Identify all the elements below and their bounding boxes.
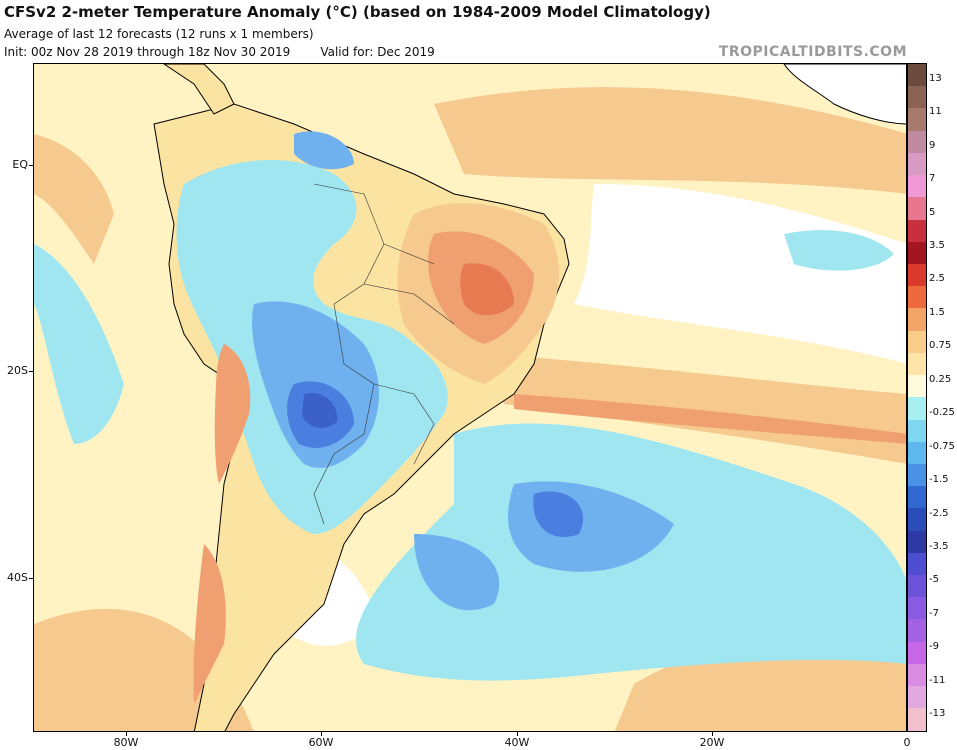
- lon-label-20w: 20W: [699, 736, 725, 749]
- neutral-atlantic-north: [574, 184, 906, 364]
- warm-band-north: [434, 87, 906, 194]
- colorbar-segment: [908, 375, 926, 398]
- colorbar-segment: [908, 597, 926, 620]
- lon-tick-40w: [517, 731, 518, 736]
- map-title: CFSv2 2-meter Temperature Anomaly (°C) (…: [4, 3, 711, 21]
- lon-label-40w: 40W: [504, 736, 530, 749]
- colorbar-label: -0.25: [929, 407, 955, 419]
- colorbar-segment: [908, 441, 926, 464]
- colorbar-segment: [908, 397, 926, 420]
- lat-label-40s: 40S: [7, 571, 28, 584]
- colorbar-segment: [908, 619, 926, 642]
- lon-tick-20w: [712, 731, 713, 736]
- colorbar-label: -7: [929, 607, 939, 619]
- init-line: Init: 00z Nov 28 2019 through 18z Nov 30…: [4, 45, 435, 59]
- lat-tick-eq: [29, 165, 34, 166]
- colorbar-label: 2.5: [929, 273, 945, 285]
- warm-patch-pacific-north: [34, 134, 114, 264]
- colorbar-label: 3.5: [929, 239, 945, 251]
- colorbar-segment: [908, 575, 926, 598]
- colorbar-label: 13: [929, 72, 942, 84]
- cold-pacific-west: [34, 244, 124, 444]
- lat-tick-20s: [29, 371, 34, 372]
- colorbar-label: -11: [929, 674, 946, 686]
- colorbar-label: -5: [929, 574, 939, 586]
- warm-brazil-core: [460, 263, 514, 316]
- colorbar-label: 11: [929, 106, 942, 118]
- colorbar-segment: [908, 108, 926, 131]
- africa-coast: [783, 64, 906, 125]
- map-canvas: [34, 64, 906, 731]
- colorbar-label: 1.5: [929, 306, 945, 318]
- colorbar-segment: [908, 641, 926, 664]
- colorbar-label: 5: [929, 206, 936, 218]
- colorbar-segment: [908, 508, 926, 531]
- colorbar-segment: [908, 486, 926, 509]
- colorbar-segment: [908, 175, 926, 198]
- lon-tick-80w: [126, 731, 127, 736]
- cold-continent-center: [302, 393, 338, 428]
- colorbar-label: -3.5: [929, 541, 949, 553]
- colorbar-segment: [908, 86, 926, 109]
- lon-label-80w: 80W: [113, 736, 139, 749]
- cold-atlantic-center: [533, 491, 583, 538]
- cold-amazon-north: [294, 131, 354, 170]
- lat-tick-40s: [29, 578, 34, 579]
- colorbar-label: -2.5: [929, 507, 949, 519]
- valid-period: Valid for: Dec 2019: [320, 45, 435, 59]
- colorbar-segment: [908, 286, 926, 309]
- brand-watermark[interactable]: TROPICALTIDBITS.COM: [718, 44, 907, 60]
- central-america: [163, 64, 235, 115]
- warm-chile: [193, 544, 226, 704]
- temperature-anomaly-map: [33, 63, 907, 732]
- country-borders: [313, 183, 455, 525]
- init-time: Init: 00z Nov 28 2019 through 18z Nov 30…: [4, 45, 291, 59]
- colorbar-segment: [908, 419, 926, 442]
- colorbar-segment: [908, 219, 926, 242]
- colorbar: [907, 63, 927, 732]
- map-subtitle: Average of last 12 forecasts (12 runs x …: [4, 27, 314, 41]
- colorbar-label: 9: [929, 139, 936, 151]
- lon-tick-60w: [321, 731, 322, 736]
- colorbar-segment: [908, 352, 926, 376]
- colorbar-label: -1.5: [929, 474, 949, 486]
- colorbar-segment: [908, 330, 926, 353]
- colorbar-label: 0.75: [929, 340, 952, 352]
- colorbar-segment: [908, 241, 926, 264]
- colorbar-label: -9: [929, 641, 939, 653]
- colorbar-segment: [908, 686, 926, 709]
- colorbar-label: -0.75: [929, 440, 955, 452]
- colorbar-segment: [908, 463, 926, 487]
- lon-label-0: 0: [903, 736, 911, 749]
- colorbar-segment: [908, 130, 926, 153]
- colorbar-segment: [908, 263, 926, 287]
- lat-label-20s: 20S: [7, 364, 28, 377]
- colorbar-segment: [908, 64, 926, 87]
- warm-patch-southwest: [34, 608, 254, 731]
- colorbar-segment: [908, 197, 926, 220]
- cold-atlantic-equatorial: [784, 230, 894, 271]
- warm-band-mid: [484, 354, 906, 464]
- colorbar-segment: [908, 308, 926, 331]
- colorbar-label: 0.25: [929, 373, 952, 385]
- colorbar-segment: [908, 663, 926, 687]
- colorbar-label: 7: [929, 173, 936, 185]
- warm-streak-mid: [514, 394, 906, 444]
- warm-andes: [214, 344, 251, 484]
- colorbar-label: -13: [929, 708, 946, 720]
- lat-label-eq: EQ: [12, 158, 28, 171]
- cold-atlantic-west: [414, 534, 500, 611]
- colorbar-segment: [908, 530, 926, 553]
- colorbar-segment: [908, 552, 926, 576]
- lon-label-60w: 60W: [308, 736, 334, 749]
- colorbar-segment: [908, 708, 926, 731]
- colorbar-segment: [908, 152, 926, 176]
